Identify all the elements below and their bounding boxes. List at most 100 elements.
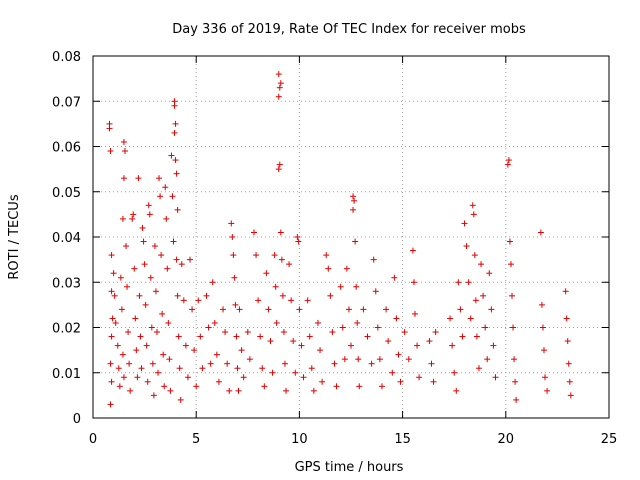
data-point [486, 270, 493, 277]
data-point [295, 238, 302, 245]
data-point [144, 378, 151, 385]
y-tick-label: 0.08 [52, 50, 81, 65]
data-point [304, 297, 311, 304]
data-point [146, 211, 153, 218]
data-point [123, 243, 130, 250]
data-point [173, 170, 180, 177]
data-point [395, 351, 402, 358]
data-point [261, 383, 268, 390]
data-point [207, 360, 214, 367]
y-tick-label: 0.06 [52, 141, 81, 156]
data-point [351, 197, 358, 204]
data-point [566, 378, 573, 385]
data-point [397, 378, 404, 385]
y-tick-label: 0.05 [52, 186, 81, 201]
data-point [277, 229, 284, 236]
data-point [226, 387, 233, 394]
data-point [292, 369, 299, 376]
data-point [231, 274, 238, 281]
data-point [391, 274, 398, 281]
data-point [108, 288, 115, 295]
data-point [257, 333, 264, 340]
data-point [473, 333, 480, 340]
data-point [136, 292, 143, 299]
data-point [281, 360, 288, 367]
data-point [294, 234, 301, 240]
data-point [171, 129, 178, 136]
data-point [149, 360, 156, 367]
data-point [110, 270, 117, 277]
data-point [290, 338, 297, 345]
data-point [432, 329, 439, 336]
data-point [178, 261, 185, 268]
data-point [343, 265, 350, 272]
data-point [246, 356, 253, 363]
data-point [157, 193, 164, 200]
data-point [430, 378, 437, 385]
data-point [172, 120, 179, 127]
data-point [165, 319, 172, 326]
data-point [352, 238, 359, 245]
data-point [286, 261, 293, 268]
data-point [174, 292, 181, 299]
data-point [562, 288, 569, 295]
data-point [512, 378, 519, 385]
data-point [537, 229, 544, 236]
data-point [189, 306, 196, 313]
data-point [148, 324, 155, 331]
data-point [353, 283, 360, 290]
data-point [337, 283, 344, 290]
data-point [172, 157, 179, 164]
data-point [461, 220, 468, 227]
data-point [490, 342, 497, 349]
data-point [140, 238, 147, 245]
data-point [409, 247, 416, 254]
x-tick-label: 20 [498, 432, 515, 447]
data-point [273, 319, 280, 326]
data-point [253, 252, 260, 259]
data-point [567, 392, 574, 399]
data-point [463, 243, 470, 250]
data-point [275, 166, 282, 173]
data-point [171, 102, 178, 109]
data-point [228, 220, 235, 227]
data-point [376, 356, 383, 363]
data-point [118, 306, 125, 313]
data-point [507, 261, 514, 268]
data-point [345, 306, 352, 313]
data-point [108, 378, 115, 385]
data-point [276, 161, 283, 168]
data-point [108, 252, 115, 259]
data-point [209, 279, 216, 286]
data-point [564, 338, 571, 345]
y-tick-label: 0.07 [52, 95, 81, 110]
data-point [158, 252, 165, 259]
data-point [428, 360, 435, 367]
data-point [323, 252, 330, 259]
data-point [451, 369, 458, 376]
data-points [106, 71, 574, 408]
data-point [220, 306, 227, 313]
data-point [317, 347, 324, 354]
data-point [130, 211, 137, 218]
data-point [182, 342, 189, 349]
data-point [199, 365, 206, 372]
data-point [119, 215, 126, 222]
data-point [539, 324, 546, 331]
data-point [314, 319, 321, 326]
data-point [135, 175, 142, 182]
data-point [298, 342, 305, 349]
data-point [195, 297, 202, 304]
data-point [505, 157, 512, 164]
data-point [193, 383, 200, 390]
data-point [168, 152, 175, 159]
data-point [187, 256, 194, 263]
data-point [378, 383, 385, 390]
data-point [339, 324, 346, 331]
data-point [411, 310, 418, 317]
data-point [159, 310, 166, 317]
y-tick-label: 0.03 [52, 276, 81, 291]
data-point [259, 365, 266, 372]
data-point [132, 315, 139, 322]
data-point [350, 193, 357, 200]
